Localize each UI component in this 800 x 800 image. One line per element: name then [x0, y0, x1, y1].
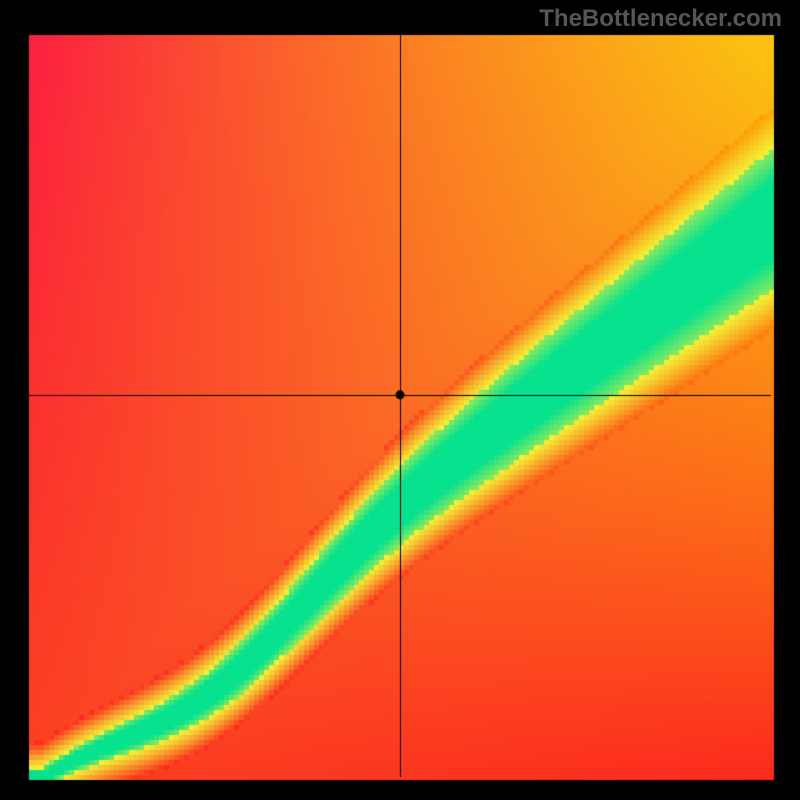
heatmap-canvas — [0, 0, 800, 800]
watermark-text: TheBottlenecker.com — [539, 5, 782, 33]
chart-stage: TheBottlenecker.com — [0, 0, 800, 800]
